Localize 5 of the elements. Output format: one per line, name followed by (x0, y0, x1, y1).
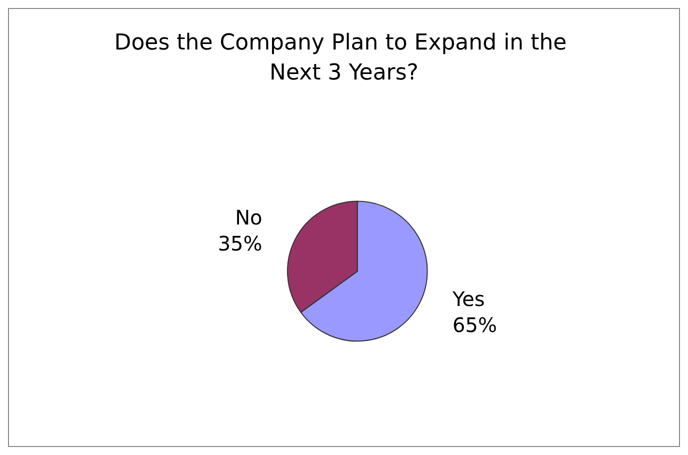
data-label: 65% (452, 313, 497, 338)
slice-label: Yes (452, 287, 485, 312)
chart-title: Does the Company Plan to Expand in the Next 3 Years? (114, 30, 574, 86)
data-label: 35% (218, 231, 262, 256)
slice-label: No (235, 205, 262, 230)
